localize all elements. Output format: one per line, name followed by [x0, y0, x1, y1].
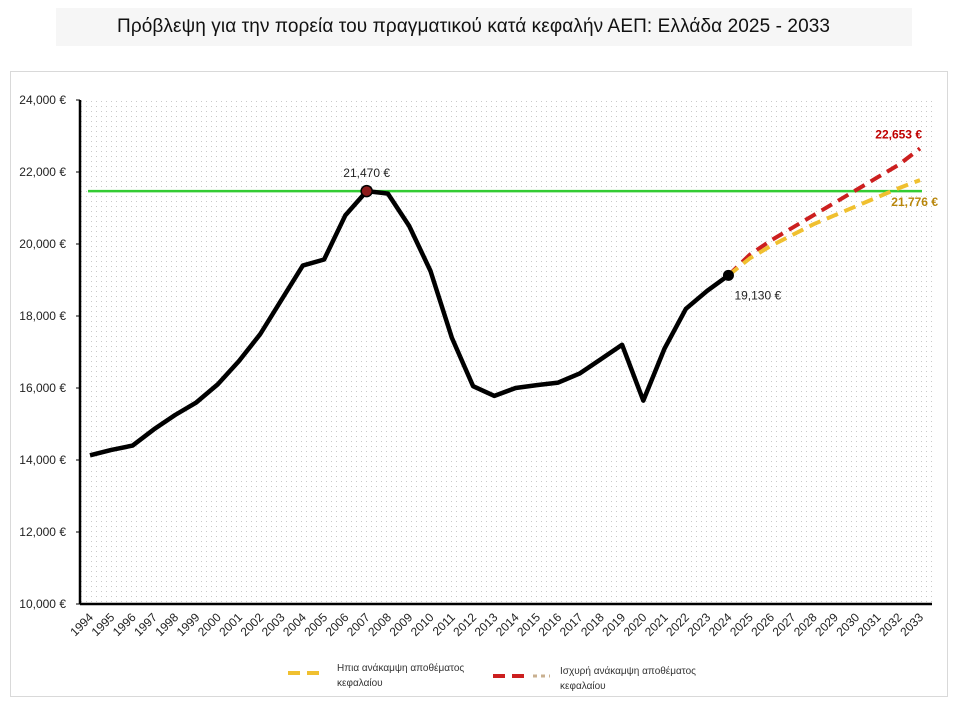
y-tick-label: 24,000 €: [19, 93, 66, 107]
y-tick-label: 14,000 €: [19, 453, 66, 467]
y-tick-label: 22,000 €: [19, 165, 66, 179]
legend-label-strong: Ισχυρή ανάκαμψη αποθέματος: [560, 665, 696, 677]
plot-area: [80, 100, 932, 604]
series-line-mild-recovery: [727, 178, 921, 277]
y-tick-label: 16,000 €: [19, 381, 66, 395]
title-band: [56, 8, 912, 46]
x-tick-label: 2011: [430, 610, 458, 638]
x-tick-label: 2033: [897, 610, 926, 639]
chart-title: Πρόβλεψη για την πορεία του πραγματικού …: [117, 16, 831, 37]
strong-end-value-label: 22,653 €: [875, 127, 922, 141]
mild-end-value-label: 21,776 €: [891, 195, 938, 209]
latest-value-label: 19,130 €: [734, 288, 781, 302]
latest-marker: [722, 269, 734, 281]
y-tick-label: 20,000 €: [19, 237, 66, 251]
y-tick-label: 10,000 €: [19, 597, 66, 611]
legend-label-mild: Ηπια ανάκαμψη αποθέματος: [337, 662, 464, 674]
legend-label-strong: κεφαλαίου: [560, 680, 606, 692]
y-tick-label: 12,000 €: [19, 525, 66, 539]
series-line-strong-recovery: [727, 146, 922, 277]
peak-value-label: 21,470 €: [343, 166, 390, 180]
chart-frame: [10, 71, 948, 697]
series-line-history: [89, 188, 730, 458]
peak-marker: [360, 184, 373, 198]
legend-label-mild: κεφαλαίου: [337, 677, 383, 689]
y-tick-label: 18,000 €: [19, 309, 66, 323]
